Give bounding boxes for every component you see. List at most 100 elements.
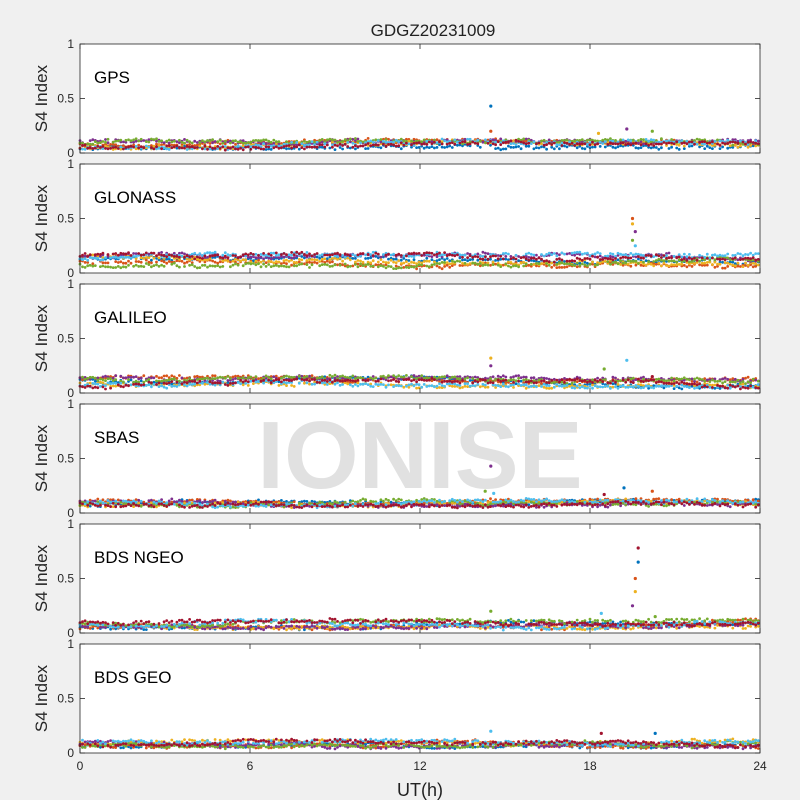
data-point xyxy=(394,379,398,383)
data-point xyxy=(433,375,436,379)
data-point xyxy=(246,376,250,380)
data-point xyxy=(297,376,301,380)
data-point xyxy=(631,253,635,257)
data-point xyxy=(93,382,97,386)
data-point xyxy=(494,147,497,151)
data-point xyxy=(267,263,271,266)
data-point xyxy=(119,374,123,378)
data-point xyxy=(573,264,577,267)
data-point xyxy=(193,139,197,143)
data-point xyxy=(731,254,735,257)
data-point xyxy=(476,383,480,386)
y-tick-label: 1 xyxy=(67,277,74,291)
data-point xyxy=(746,145,750,149)
data-point xyxy=(524,262,528,266)
data-point xyxy=(175,264,179,268)
data-point xyxy=(744,261,747,265)
data-point xyxy=(522,137,526,141)
spike-point xyxy=(625,358,629,362)
data-point xyxy=(96,382,100,386)
data-point xyxy=(708,260,712,264)
data-point xyxy=(109,382,112,385)
data-point xyxy=(221,259,225,263)
data-point xyxy=(690,382,694,386)
spike-point xyxy=(633,230,637,234)
data-point xyxy=(718,384,722,388)
data-point xyxy=(356,379,360,382)
data-point xyxy=(190,252,194,256)
data-point xyxy=(264,265,268,268)
data-point xyxy=(422,264,426,267)
data-point xyxy=(545,262,548,265)
data-point xyxy=(698,259,701,263)
data-point xyxy=(292,256,296,259)
data-point xyxy=(300,258,304,262)
data-point xyxy=(639,260,643,264)
data-point xyxy=(749,263,752,267)
data-point xyxy=(586,145,589,148)
data-point xyxy=(728,144,732,148)
data-point xyxy=(535,262,538,265)
data-point xyxy=(529,142,533,146)
data-point xyxy=(670,141,673,145)
data-point xyxy=(290,379,293,382)
data-point xyxy=(438,258,441,261)
data-point xyxy=(555,141,559,144)
data-point xyxy=(351,141,355,145)
data-point xyxy=(741,382,745,386)
data-point xyxy=(195,257,199,261)
data-point xyxy=(346,141,350,144)
data-point xyxy=(91,147,95,150)
data-point xyxy=(127,263,130,267)
data-point xyxy=(183,138,186,141)
data-point xyxy=(376,265,380,269)
data-point xyxy=(157,264,161,268)
data-point xyxy=(547,263,551,267)
data-point xyxy=(675,377,679,380)
data-point xyxy=(111,140,115,144)
data-point xyxy=(473,141,477,145)
data-point xyxy=(568,143,571,146)
data-point xyxy=(364,257,367,260)
data-point xyxy=(501,374,505,378)
data-point xyxy=(397,252,401,256)
data-point xyxy=(450,375,454,379)
data-point xyxy=(150,251,153,255)
data-point xyxy=(586,386,589,390)
data-point xyxy=(665,254,668,258)
data-point xyxy=(86,258,90,262)
data-point xyxy=(575,142,579,146)
data-point xyxy=(160,384,164,388)
data-point xyxy=(555,378,559,382)
data-point xyxy=(178,138,181,142)
data-point xyxy=(160,143,164,147)
data-point xyxy=(527,251,531,255)
data-point xyxy=(387,252,390,256)
data-point xyxy=(708,386,712,389)
data-point xyxy=(660,137,663,141)
data-point xyxy=(519,376,523,379)
data-point xyxy=(698,138,701,142)
data-point xyxy=(292,378,296,381)
data-point xyxy=(364,253,367,257)
data-point xyxy=(471,258,475,261)
data-point xyxy=(601,138,605,142)
data-point xyxy=(122,140,125,144)
data-point xyxy=(639,376,643,380)
data-point xyxy=(346,378,350,382)
data-point xyxy=(545,384,548,387)
data-point xyxy=(443,139,446,143)
data-point xyxy=(246,253,250,257)
data-point xyxy=(507,379,510,382)
data-point xyxy=(119,260,123,264)
data-point xyxy=(407,252,411,255)
data-point xyxy=(427,146,431,150)
data-point xyxy=(698,143,701,146)
data-point xyxy=(711,140,714,144)
data-point xyxy=(267,139,271,143)
data-point xyxy=(274,142,278,146)
data-point xyxy=(507,144,510,148)
data-point xyxy=(264,148,268,151)
data-point xyxy=(563,262,566,266)
data-point xyxy=(348,376,352,380)
